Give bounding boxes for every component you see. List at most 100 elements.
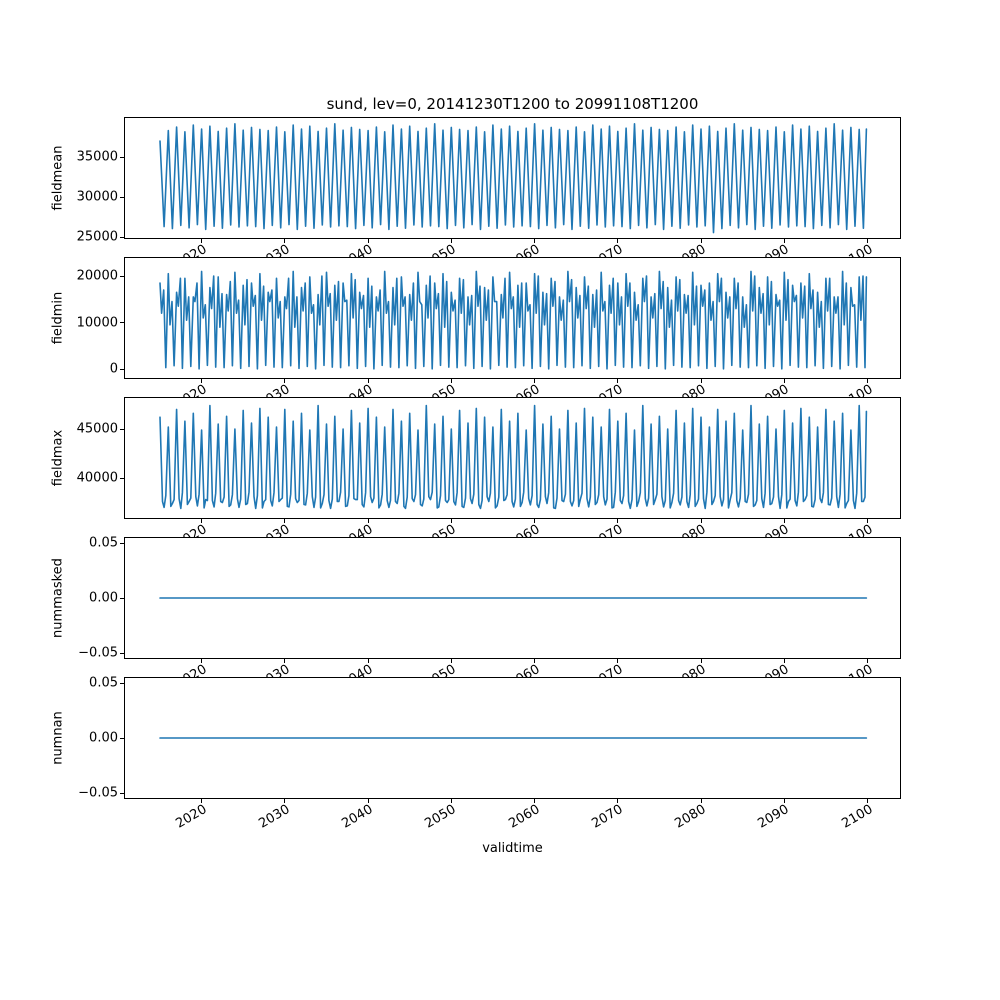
- y-tick-label: 40000: [76, 470, 118, 486]
- x-tick-mark: [867, 659, 868, 663]
- x-tick-mark: [450, 519, 452, 523]
- x-tick-mark: [700, 659, 702, 663]
- x-tick-mark: [534, 519, 536, 523]
- line-series-nummasked: [159, 597, 868, 599]
- y-tick-label: 0: [109, 361, 118, 377]
- x-tick-mark: [534, 239, 536, 243]
- x-tick-mark: [617, 799, 619, 803]
- y-tick-mark: [120, 542, 124, 544]
- y-tick-mark: [120, 322, 124, 323]
- x-tick-mark: [284, 239, 286, 243]
- x-axis-label: validtime: [482, 841, 543, 856]
- plot-area-numnan: [125, 678, 900, 798]
- x-tick-label: 2040: [339, 802, 376, 832]
- x-tick-mark: [783, 799, 785, 803]
- y-tick-mark: [120, 477, 124, 479]
- x-tick-mark: [783, 519, 785, 523]
- x-tick-mark: [450, 799, 452, 803]
- x-tick-mark: [867, 519, 868, 523]
- y-tick-mark: [120, 652, 124, 654]
- y-tick-mark: [120, 368, 124, 370]
- x-tick-mark: [201, 659, 203, 663]
- x-tick-mark: [367, 519, 369, 523]
- line-series-fieldmin: [159, 270, 868, 370]
- y-tick-mark: [120, 236, 124, 238]
- x-tick-mark: [534, 659, 536, 663]
- y-tick-mark: [120, 428, 124, 430]
- figure-title: sund, lev=0, 20141230T1200 to 20991108T1…: [326, 95, 699, 113]
- axes-fieldmin: [124, 257, 901, 379]
- x-tick-mark: [617, 519, 619, 523]
- y-tick-mark: [120, 156, 124, 158]
- y-tick-label: 10000: [76, 315, 118, 330]
- x-tick-mark: [367, 799, 369, 803]
- x-tick-label: 2080: [672, 802, 709, 832]
- y-tick-label: 0.05: [89, 675, 118, 691]
- x-tick-mark: [617, 239, 619, 243]
- x-tick-mark: [700, 379, 702, 383]
- x-tick-mark: [450, 239, 452, 243]
- x-tick-label: 2100: [838, 802, 875, 832]
- x-tick-label: 2020: [172, 802, 210, 832]
- line-series-numnan: [159, 737, 868, 739]
- x-tick-mark: [367, 379, 369, 383]
- plot-area-fieldmin: [125, 258, 900, 378]
- y-tick-label: 30000: [76, 189, 118, 205]
- x-tick-mark: [783, 659, 785, 663]
- x-tick-mark: [867, 799, 868, 803]
- y-tick-label: 0.00: [89, 730, 118, 746]
- x-tick-mark: [201, 519, 203, 523]
- x-tick-mark: [700, 519, 702, 523]
- y-tick-mark: [120, 597, 124, 599]
- y-axis-label-fieldmin: fieldmin: [50, 291, 66, 345]
- y-tick-label: −0.05: [78, 785, 118, 801]
- y-axis-label-nummasked: nummasked: [50, 558, 66, 638]
- x-tick-mark: [450, 379, 452, 383]
- plot-area-fieldmean: [125, 118, 900, 238]
- x-tick-mark: [367, 239, 369, 243]
- x-tick-mark: [450, 659, 452, 663]
- x-tick-label: 2050: [422, 802, 459, 832]
- y-tick-mark: [120, 737, 124, 739]
- y-axis-label-fieldmax: fieldmax: [50, 429, 66, 487]
- y-tick-mark: [120, 275, 124, 277]
- x-tick-mark: [617, 659, 619, 663]
- y-tick-label: 25000: [76, 229, 118, 245]
- y-axis-label-numnan: numnan: [50, 711, 66, 765]
- plot-area-nummasked: [125, 538, 900, 658]
- x-tick-mark: [867, 379, 868, 383]
- x-tick-mark: [284, 379, 286, 383]
- x-tick-mark: [783, 239, 785, 243]
- x-tick-label: 2060: [505, 802, 543, 832]
- x-tick-mark: [700, 239, 702, 243]
- plot-area-fieldmax: [125, 398, 900, 518]
- x-tick-mark: [617, 379, 619, 383]
- x-tick-mark: [284, 519, 286, 523]
- x-tick-mark: [367, 659, 369, 663]
- x-tick-label: 2030: [256, 802, 293, 832]
- x-tick-mark: [284, 799, 286, 803]
- y-tick-label: 20000: [76, 268, 118, 284]
- line-series-fieldmean: [159, 123, 868, 234]
- y-tick-label: −0.05: [78, 645, 118, 661]
- line-series-fieldmax: [159, 404, 868, 510]
- y-tick-label: 0.00: [89, 590, 118, 606]
- x-tick-mark: [201, 379, 203, 383]
- y-tick-mark: [120, 196, 124, 198]
- y-tick-mark: [120, 682, 124, 684]
- x-tick-mark: [534, 799, 536, 803]
- x-tick-mark: [201, 239, 203, 243]
- x-tick-label: 2090: [755, 802, 792, 832]
- y-tick-label: 35000: [76, 149, 118, 165]
- y-tick-mark: [120, 792, 124, 794]
- y-tick-label: 45000: [76, 421, 118, 437]
- y-axis-label-fieldmean: fieldmean: [50, 145, 66, 211]
- x-tick-label: 2070: [589, 802, 626, 832]
- x-tick-mark: [867, 239, 868, 243]
- y-tick-label: 0.05: [89, 535, 118, 551]
- x-tick-mark: [534, 379, 536, 383]
- x-tick-mark: [783, 379, 785, 383]
- x-tick-mark: [284, 659, 286, 663]
- x-tick-mark: [201, 799, 203, 803]
